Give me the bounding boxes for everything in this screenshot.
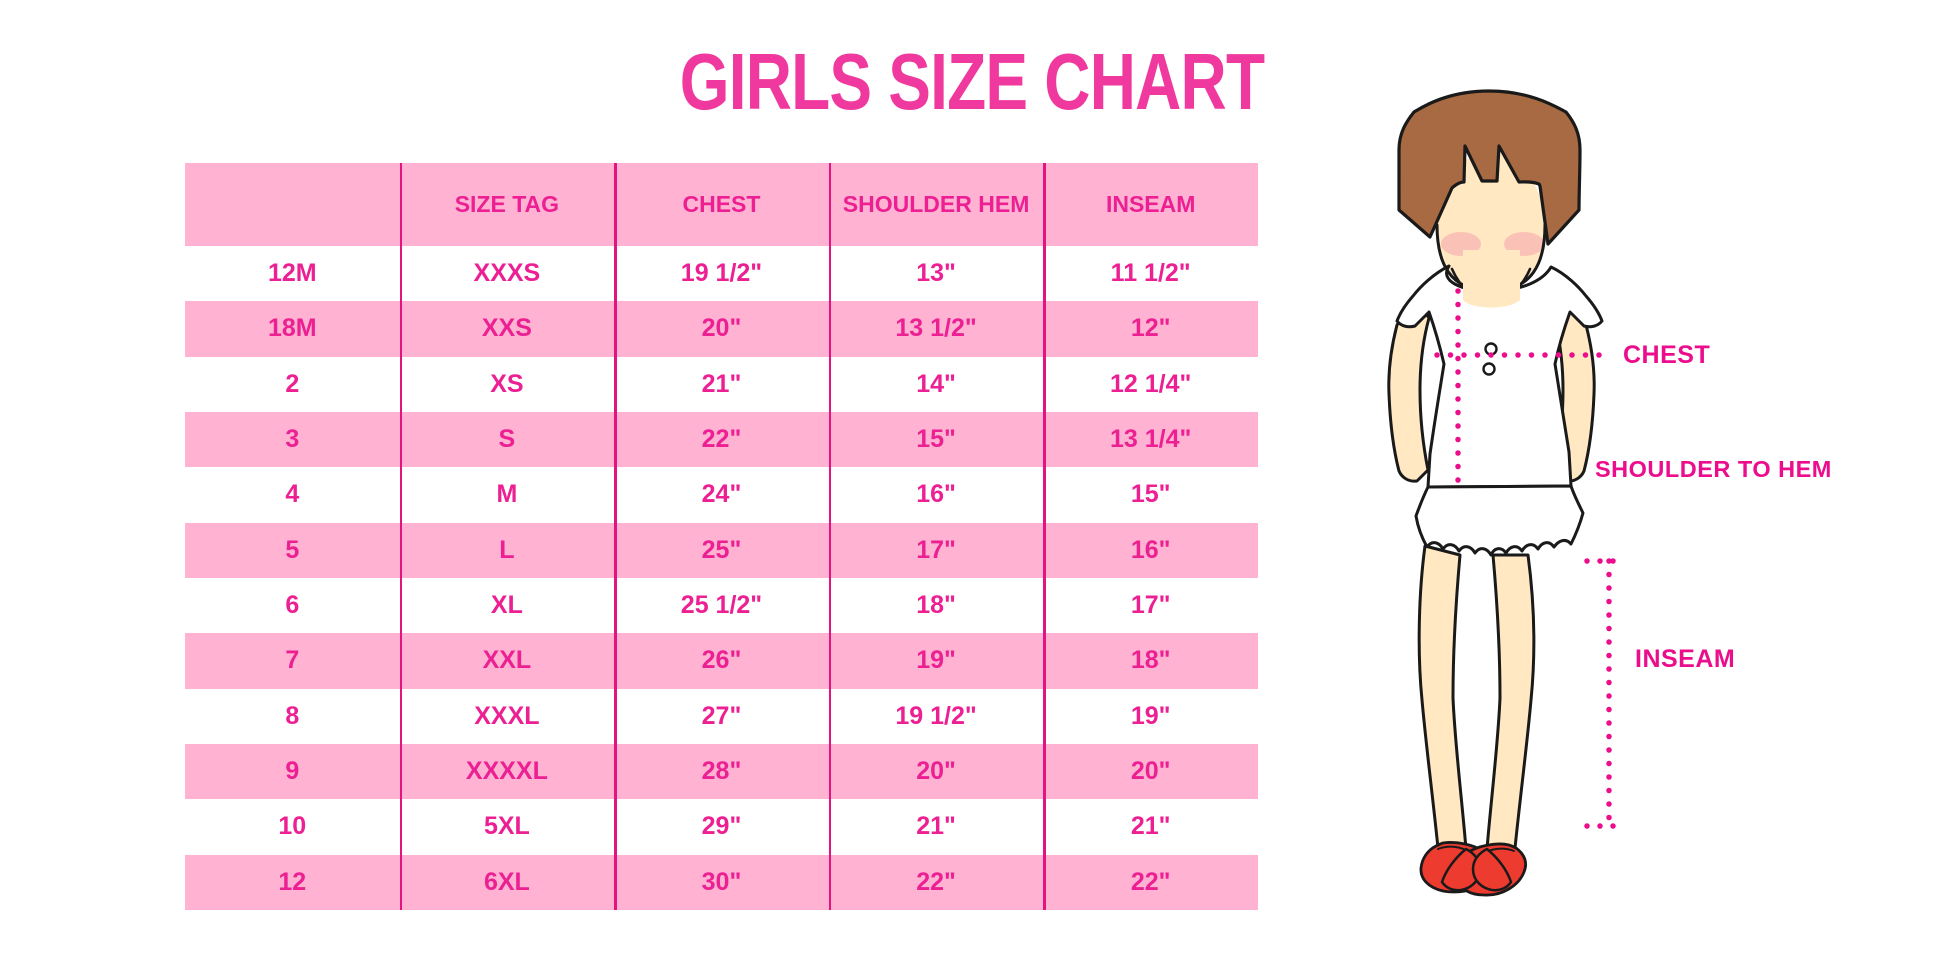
svg-text:INSEAM: INSEAM: [1635, 645, 1735, 673]
svg-text:SHOULDER TO HEM: SHOULDER TO HEM: [1595, 456, 1832, 482]
svg-text:CHEST: CHEST: [1623, 341, 1710, 369]
